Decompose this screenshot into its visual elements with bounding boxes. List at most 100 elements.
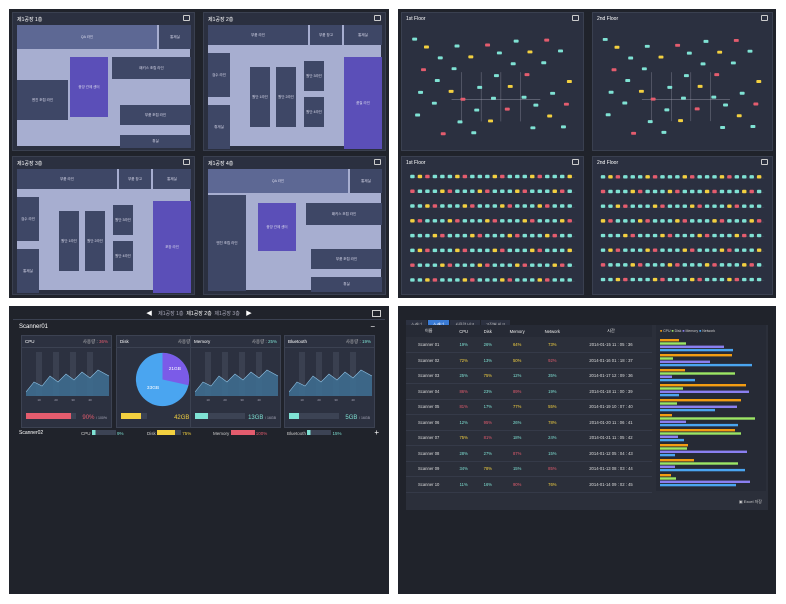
- node[interactable]: [415, 113, 421, 117]
- node[interactable]: [537, 233, 542, 238]
- node[interactable]: [734, 248, 740, 252]
- next-arrow-icon[interactable]: ▶: [246, 310, 252, 317]
- node[interactable]: [700, 62, 706, 66]
- node[interactable]: [637, 204, 643, 208]
- table-row[interactable]: Scanner 08 28% 27% 87% 15% 2014-01-12 05 : 04…: [406, 445, 652, 462]
- node[interactable]: [749, 175, 754, 179]
- node[interactable]: [425, 263, 430, 267]
- node[interactable]: [717, 50, 723, 54]
- node[interactable]: [615, 204, 621, 208]
- node[interactable]: [492, 263, 498, 267]
- node[interactable]: [631, 131, 637, 135]
- node[interactable]: [712, 277, 717, 282]
- node[interactable]: [727, 248, 732, 252]
- node[interactable]: [545, 189, 550, 193]
- node[interactable]: [667, 175, 673, 179]
- node[interactable]: [418, 90, 424, 94]
- node[interactable]: [530, 189, 535, 193]
- node[interactable]: [652, 233, 658, 238]
- node[interactable]: [682, 175, 687, 179]
- node[interactable]: [749, 248, 754, 252]
- node[interactable]: [652, 263, 658, 267]
- node[interactable]: [440, 204, 445, 208]
- room[interactable]: 부품 라인: [208, 25, 308, 45]
- node[interactable]: [447, 248, 453, 253]
- node[interactable]: [567, 204, 572, 208]
- node[interactable]: [560, 278, 565, 282]
- node[interactable]: [410, 204, 415, 208]
- room[interactable]: 원단 2라인: [85, 211, 105, 271]
- node[interactable]: [432, 263, 438, 267]
- room[interactable]: 원단 3라인: [304, 61, 324, 91]
- node[interactable]: [447, 219, 453, 223]
- room[interactable]: 휴게실: [208, 105, 230, 149]
- node[interactable]: [675, 263, 680, 267]
- node[interactable]: [515, 189, 520, 193]
- node[interactable]: [694, 107, 700, 111]
- col-disk[interactable]: Disk: [475, 325, 500, 337]
- network-panel-3[interactable]: 1st Floor: [401, 156, 584, 295]
- node[interactable]: [678, 119, 683, 123]
- network-panel-4[interactable]: 2nd Floor: [592, 156, 773, 295]
- node[interactable]: [545, 174, 550, 179]
- node[interactable]: [447, 189, 453, 193]
- node[interactable]: [500, 219, 505, 223]
- room[interactable]: 검수 라인: [17, 197, 39, 241]
- node[interactable]: [417, 233, 423, 238]
- node[interactable]: [742, 277, 747, 282]
- node[interactable]: [507, 263, 513, 267]
- node[interactable]: [645, 175, 650, 179]
- expand-icon[interactable]: [183, 15, 190, 21]
- node[interactable]: [645, 277, 650, 282]
- node[interactable]: [492, 174, 498, 179]
- node[interactable]: [660, 233, 665, 238]
- node[interactable]: [560, 219, 565, 223]
- node[interactable]: [410, 233, 415, 238]
- col-memory[interactable]: Memory: [499, 325, 535, 337]
- node[interactable]: [485, 219, 490, 223]
- node[interactable]: [727, 175, 732, 179]
- node[interactable]: [630, 277, 635, 282]
- node[interactable]: [485, 248, 490, 253]
- node[interactable]: [622, 101, 628, 105]
- node[interactable]: [608, 263, 613, 267]
- node[interactable]: [437, 56, 443, 60]
- expand-icon[interactable]: [572, 15, 579, 21]
- node[interactable]: [704, 277, 710, 282]
- node[interactable]: [661, 130, 667, 134]
- expand-icon[interactable]: [572, 159, 579, 165]
- node[interactable]: [493, 74, 499, 78]
- node[interactable]: [630, 248, 635, 252]
- node[interactable]: [500, 204, 505, 208]
- node[interactable]: [667, 277, 673, 282]
- node[interactable]: [756, 263, 762, 267]
- node[interactable]: [417, 204, 423, 208]
- node[interactable]: [460, 97, 466, 101]
- node[interactable]: [690, 175, 695, 179]
- node[interactable]: [545, 219, 550, 223]
- expand-icon[interactable]: [761, 159, 768, 165]
- node[interactable]: [410, 278, 415, 282]
- node[interactable]: [682, 248, 687, 252]
- node[interactable]: [675, 175, 680, 179]
- node[interactable]: [712, 263, 717, 267]
- node[interactable]: [470, 174, 475, 179]
- node[interactable]: [507, 174, 513, 179]
- node[interactable]: [552, 174, 557, 179]
- node[interactable]: [515, 263, 520, 267]
- node[interactable]: [600, 233, 606, 238]
- node[interactable]: [645, 189, 650, 194]
- table-row[interactable]: Scanner 02 72% 13% 50% 92% 2014-01-16 01 : 18…: [406, 352, 652, 369]
- node[interactable]: [734, 219, 740, 223]
- expand-icon[interactable]: [183, 159, 190, 165]
- room[interactable]: 통제실: [17, 249, 39, 293]
- node[interactable]: [742, 219, 747, 223]
- node[interactable]: [432, 278, 438, 282]
- node[interactable]: [567, 248, 572, 253]
- node[interactable]: [756, 189, 762, 194]
- excel-export-button[interactable]: ▣ Excel 저장: [738, 499, 762, 504]
- node[interactable]: [719, 277, 725, 282]
- node[interactable]: [440, 248, 445, 253]
- node[interactable]: [753, 102, 759, 106]
- node[interactable]: [727, 233, 732, 238]
